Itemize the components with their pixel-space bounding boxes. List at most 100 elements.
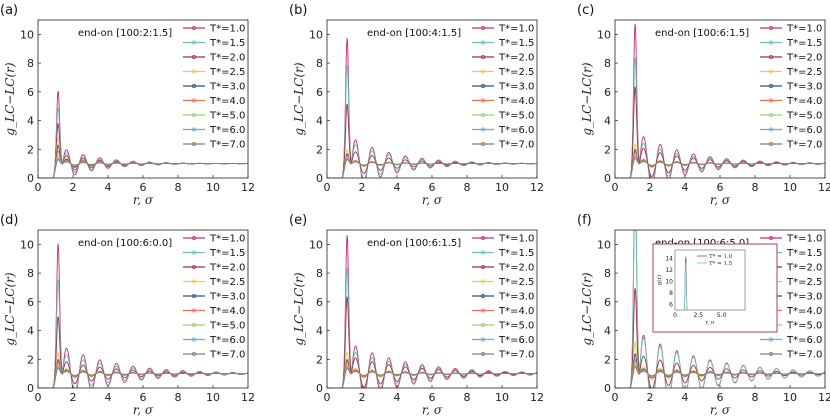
legend-marker bbox=[769, 113, 774, 118]
inset-legend-entry: T* = 1.5 bbox=[709, 261, 733, 267]
legend-entry: T*=3.0 bbox=[498, 292, 534, 303]
y-tick-label: 6 bbox=[604, 296, 611, 309]
series-lines bbox=[327, 235, 537, 388]
x-tick-label: 8 bbox=[464, 181, 471, 194]
panel-annotation: end-on [100:6:1.5] bbox=[655, 28, 749, 39]
legend-entry: T*=2.5 bbox=[209, 67, 245, 78]
x-tick-label: 4 bbox=[394, 391, 401, 404]
legend-marker bbox=[191, 235, 196, 240]
legend-entry: T*=4.0 bbox=[209, 96, 245, 107]
panel-c: 0 2 4 6 8 10 12 0 2 4 6 8 10 r, σ g_LC−LC(r) (c) end-on … bbox=[577, 3, 830, 207]
legend-marker bbox=[191, 113, 196, 118]
series-line-9 bbox=[615, 157, 825, 178]
x-tick-label: 0 bbox=[612, 391, 619, 404]
y-tick-label: 8 bbox=[316, 57, 323, 70]
x-tick-label: 4 bbox=[394, 181, 401, 194]
legend-entry: T*=2.0 bbox=[209, 53, 245, 64]
legend-entry: T*=6.0 bbox=[209, 335, 245, 346]
y-tick-label: 2 bbox=[27, 143, 34, 156]
panel-label: (a) bbox=[0, 3, 18, 18]
y-axis-label: g_LC−LC(r) bbox=[580, 62, 594, 135]
panel-label: (b) bbox=[289, 3, 307, 18]
legend-entry: T*=6.0 bbox=[209, 125, 245, 136]
y-tick-label: 8 bbox=[27, 57, 34, 70]
legend-marker bbox=[480, 308, 485, 313]
series-line-9 bbox=[327, 159, 537, 178]
y-tick-label: 4 bbox=[27, 325, 34, 338]
legend-entry: T*=4.0 bbox=[786, 96, 822, 107]
legend-marker bbox=[191, 250, 196, 255]
legend-marker bbox=[191, 55, 196, 60]
legend-entry: T*=3.0 bbox=[209, 82, 245, 93]
legend-entry: T*=1.0 bbox=[786, 234, 822, 245]
x-tick-label: 4 bbox=[105, 181, 112, 194]
legend-marker bbox=[769, 25, 774, 30]
legend-marker bbox=[769, 98, 774, 103]
x-tick-label: 8 bbox=[752, 181, 759, 194]
y-tick-label: 6 bbox=[27, 86, 34, 99]
inset-series-line bbox=[684, 262, 688, 310]
x-tick-label: 10 bbox=[495, 181, 509, 194]
x-tick-label: 2 bbox=[70, 391, 77, 404]
legend-marker bbox=[191, 84, 196, 89]
inset-x-label: r, σ bbox=[705, 320, 715, 326]
legend-entry: T*=2.0 bbox=[498, 53, 534, 64]
x-tick-label: 0 bbox=[612, 181, 619, 194]
legend-marker bbox=[769, 337, 774, 342]
legend-marker bbox=[480, 127, 485, 132]
y-tick-label: 10 bbox=[597, 28, 611, 41]
panel-label: (c) bbox=[577, 3, 594, 18]
legend-entry: T*=2.0 bbox=[786, 53, 822, 64]
y-tick-label: 2 bbox=[27, 353, 34, 366]
inset-border bbox=[652, 243, 778, 333]
series-lines bbox=[38, 243, 248, 388]
x-tick-label: 12 bbox=[241, 391, 255, 404]
x-tick-label: 8 bbox=[175, 391, 182, 404]
legend-entry: T*=1.0 bbox=[786, 24, 822, 35]
legend-entry: T*=1.5 bbox=[209, 248, 245, 259]
legend-marker bbox=[480, 293, 485, 298]
legend-entry: T*=5.0 bbox=[498, 111, 534, 122]
series-line-9 bbox=[615, 366, 825, 388]
series-lines bbox=[327, 37, 537, 178]
x-axis-label: r, σ bbox=[710, 193, 731, 207]
legend-entry: T*=1.5 bbox=[498, 38, 534, 49]
inset-x-tick-label: 2.5 bbox=[694, 312, 704, 319]
y-axis-label: g_LC−LC(r) bbox=[580, 272, 594, 345]
inset-x-tick-label: 0 bbox=[673, 312, 677, 319]
legend-entry: T*=2.5 bbox=[786, 277, 822, 288]
x-tick-label: 12 bbox=[241, 181, 255, 194]
legend-entry: T*=7.0 bbox=[498, 350, 534, 361]
x-tick-label: 10 bbox=[206, 181, 220, 194]
legend-marker bbox=[480, 351, 485, 356]
x-tick-label: 4 bbox=[682, 181, 689, 194]
legend-entry: T*=1.5 bbox=[498, 248, 534, 259]
x-tick-label: 2 bbox=[359, 391, 366, 404]
legend-entry: T*=5.0 bbox=[209, 111, 245, 122]
legend-entry: T*=1.0 bbox=[498, 24, 534, 35]
legend-marker bbox=[480, 84, 485, 89]
y-tick-label: 6 bbox=[316, 86, 323, 99]
legend-marker bbox=[191, 127, 196, 132]
legend-marker bbox=[480, 113, 485, 118]
legend-entry: T*=6.0 bbox=[498, 335, 534, 346]
x-tick-label: 12 bbox=[818, 181, 830, 194]
legend-entry: T*=7.0 bbox=[498, 140, 534, 151]
inset-y-tick-label: 10 bbox=[665, 278, 673, 285]
inset-frame bbox=[674, 249, 746, 311]
legend: T*=1.0 T*=1.5 T*=2.0 T*=2.5 T*=3.0 T*=4.0 T*=5… bbox=[760, 24, 822, 151]
panel-annotation: end-on [100:6:1.5] bbox=[367, 238, 461, 249]
y-tick-label: 2 bbox=[316, 353, 323, 366]
legend-entry: T*=1.0 bbox=[209, 234, 245, 245]
y-tick-label: 6 bbox=[604, 86, 611, 99]
legend-marker bbox=[191, 279, 196, 284]
legend-marker bbox=[480, 55, 485, 60]
legend-entry: T*=7.0 bbox=[786, 140, 822, 151]
y-tick-label: 4 bbox=[27, 115, 34, 128]
x-tick-label: 0 bbox=[324, 181, 331, 194]
y-tick-label: 4 bbox=[604, 115, 611, 128]
legend-entry: T*=7.0 bbox=[209, 350, 245, 361]
y-tick-label: 2 bbox=[604, 143, 611, 156]
legend-entry: T*=5.0 bbox=[786, 111, 822, 122]
legend: T*=1.0 T*=1.5 T*=2.0 T*=2.5 T*=3.0 T*=4.0 T*=5… bbox=[183, 234, 245, 361]
